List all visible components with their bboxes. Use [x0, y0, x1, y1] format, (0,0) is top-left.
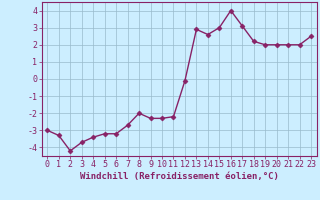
- X-axis label: Windchill (Refroidissement éolien,°C): Windchill (Refroidissement éolien,°C): [80, 172, 279, 181]
